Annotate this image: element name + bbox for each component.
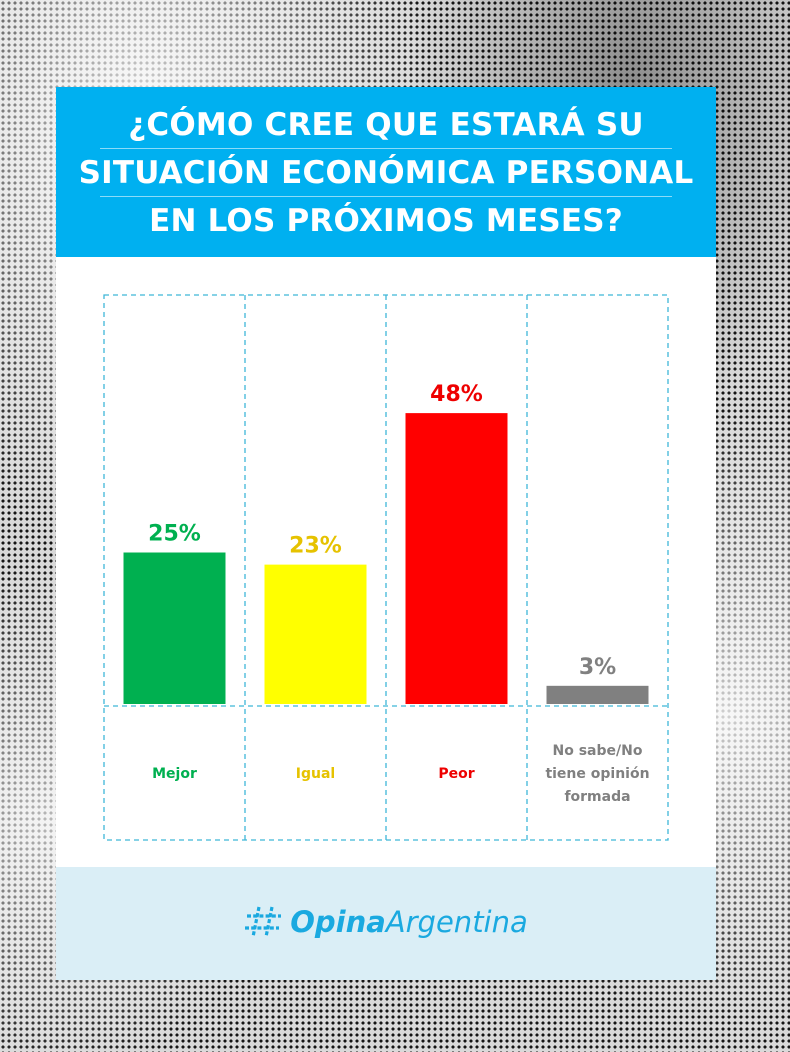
category-label-1: Igual (296, 766, 335, 782)
bar-2 (405, 413, 508, 704)
brand-name-bold: Opina (290, 905, 386, 939)
chart-title-line-3: EN LOS PRÓXIMOS MESES? (149, 203, 623, 239)
data-label-2: 48% (430, 382, 483, 407)
title-band: ¿CÓMO CREE QUE ESTARÁ SU SITUACIÓN ECONÓ… (56, 87, 716, 257)
data-label-3: 3% (579, 655, 616, 680)
chart-title-line-1: ¿CÓMO CREE QUE ESTARÁ SU (100, 102, 672, 149)
chart-card: ¿CÓMO CREE QUE ESTARÁ SU SITUACIÓN ECONÓ… (56, 87, 716, 980)
bar-chart: 25% Mejor 23% Igual 48% Peor 3% No sabe/No tiene… (103, 294, 669, 841)
bar-0 (123, 552, 226, 704)
footer: Opina Argentina (56, 867, 716, 980)
data-label-1: 23% (289, 534, 342, 559)
data-label-0: 25% (148, 522, 201, 547)
category-label-0: Mejor (152, 766, 197, 782)
chart-title-line-2: SITUACIÓN ECONÓMICA PERSONAL (79, 150, 693, 197)
bar-3 (546, 685, 649, 704)
bar-1 (264, 564, 367, 704)
category-label-2: Peor (438, 766, 474, 782)
brand-logo: Opina Argentina (56, 897, 716, 947)
brand-name-light: Argentina (385, 905, 528, 939)
category-label-3: No sabe/No tiene opinión formada (545, 743, 649, 805)
hashtag-icon (245, 906, 282, 938)
